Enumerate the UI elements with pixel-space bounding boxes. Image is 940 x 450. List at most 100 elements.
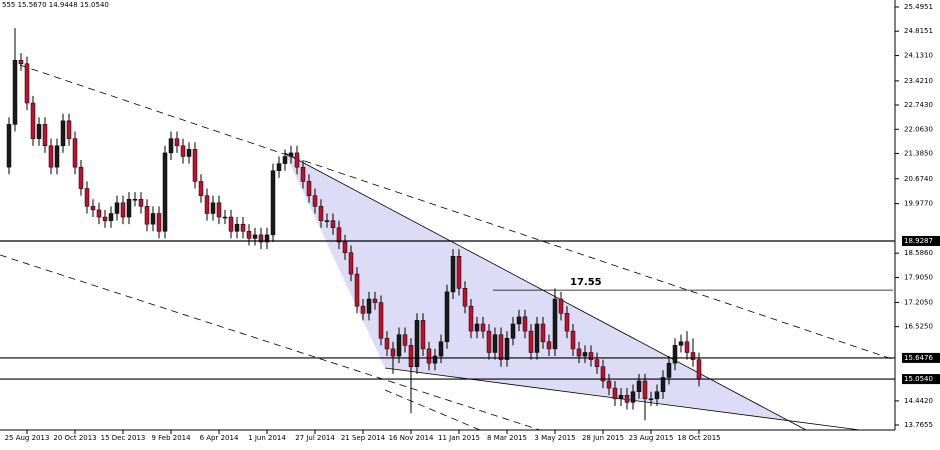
level-label-box: [902, 352, 940, 363]
y-tick-label: 22.7430: [904, 101, 933, 109]
candle-body: [420, 320, 426, 350]
candle-body: [588, 352, 594, 360]
level-label: 15.6476: [904, 354, 933, 362]
candle-body: [180, 145, 186, 157]
candle-body: [540, 323, 546, 343]
candle-body: [474, 323, 480, 332]
candle-body: [234, 223, 240, 232]
candle-body: [246, 231, 252, 239]
candle-body: [156, 213, 162, 232]
candle-body: [378, 302, 384, 339]
candle-body: [552, 298, 558, 350]
x-tick-label: 3 May 2015: [534, 434, 575, 442]
candle-body: [528, 330, 534, 353]
candle-body: [24, 63, 30, 104]
resistance-label: 17.55: [570, 277, 602, 288]
candle-body: [444, 291, 450, 343]
candle-body: [294, 152, 300, 168]
candle-body: [18, 59, 24, 65]
candle-body: [36, 124, 42, 139]
candle-body: [348, 252, 354, 275]
candle-body: [192, 149, 198, 182]
candle-body: [624, 395, 630, 403]
candle-body: [42, 124, 48, 147]
candle-body: [558, 298, 564, 314]
lower-channel: [0, 254, 541, 431]
level-label-box: [902, 235, 940, 246]
level-label: 18.9287: [904, 237, 933, 245]
candle-body: [174, 138, 180, 147]
candle-body: [252, 234, 258, 239]
candle-body: [300, 166, 306, 182]
candle-body: [84, 188, 90, 207]
x-tick-label: 21 Sep 2014: [341, 434, 386, 442]
y-tick-label: 23.4210: [904, 77, 933, 85]
candle-body: [102, 216, 108, 221]
candle-body: [522, 316, 528, 332]
candle-body: [492, 334, 498, 353]
candle-body: [360, 305, 366, 314]
candle-body: [288, 152, 294, 157]
x-tick-label: 15 Dec 2013: [101, 434, 146, 442]
candle-body: [366, 298, 372, 314]
candle-body: [480, 323, 486, 332]
candle-body: [582, 352, 588, 357]
level-label: 15.0540: [904, 375, 933, 383]
candle-body: [12, 59, 18, 125]
candle-body: [228, 216, 234, 232]
candle-body: [354, 273, 360, 307]
candle-body: [510, 323, 516, 339]
candle-body: [600, 366, 606, 382]
y-tick-label: 24.8151: [904, 27, 933, 35]
candle-body: [486, 330, 492, 353]
candle-body: [324, 220, 330, 222]
candle-body: [330, 220, 336, 228]
candle-body: [372, 298, 378, 303]
upper-channel: [19, 64, 896, 361]
ohlc-header: 555 15.5670 14.9448 15.0540: [2, 1, 109, 9]
candle-body: [210, 202, 216, 214]
candle-body: [504, 337, 510, 360]
candle-body: [648, 398, 654, 401]
wedge-upper: [284, 152, 807, 431]
candle-body: [438, 341, 444, 357]
candle-body: [270, 170, 276, 236]
candle-body: [48, 145, 54, 168]
candle-body: [570, 330, 576, 350]
level-label-box: [902, 374, 940, 385]
y-tick-label: 19.9770: [904, 200, 933, 208]
candle-body: [132, 198, 138, 201]
candle-body: [576, 348, 582, 357]
candle-body: [534, 323, 540, 353]
candle-body: [402, 334, 408, 346]
x-tick-label: 20 Oct 2013: [53, 434, 96, 442]
candle-body: [432, 355, 438, 364]
x-tick-label: 25 Aug 2013: [5, 434, 50, 442]
candle-body: [696, 359, 702, 380]
candle-body: [678, 341, 684, 346]
y-tick-label: 25.4951: [904, 3, 933, 11]
candle-body: [216, 202, 222, 218]
lower-channel-2: [384, 389, 481, 431]
x-tick-label: 18 Oct 2015: [677, 434, 720, 442]
candle-body: [312, 195, 318, 207]
candle-body: [516, 316, 522, 325]
candle-body: [138, 198, 144, 207]
candle-body: [306, 181, 312, 196]
candle-body: [96, 209, 102, 218]
candle-body: [198, 181, 204, 196]
candle-body: [618, 395, 624, 400]
candle-body: [108, 213, 114, 221]
y-tick-label: 20.6740: [904, 175, 933, 183]
candle-body: [318, 206, 324, 221]
x-tick-label: 16 Nov 2014: [389, 434, 434, 442]
candle-body: [672, 345, 678, 364]
candle-body: [654, 391, 660, 400]
candle-body: [126, 198, 132, 218]
candle-body: [114, 202, 120, 214]
candle-body: [258, 234, 264, 243]
candle-body: [54, 145, 60, 168]
candle-body: [6, 124, 12, 168]
candle-body: [414, 320, 420, 367]
